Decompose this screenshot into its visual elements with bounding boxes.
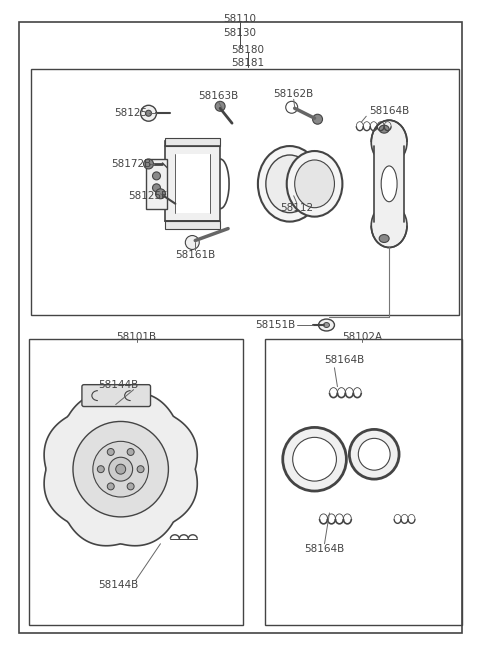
FancyBboxPatch shape bbox=[82, 384, 151, 407]
Bar bbox=[166, 138, 220, 146]
Text: 58180: 58180 bbox=[231, 45, 264, 54]
Bar bbox=[31, 69, 459, 315]
Text: 58112: 58112 bbox=[280, 202, 313, 213]
Text: 58144B: 58144B bbox=[98, 580, 138, 591]
Ellipse shape bbox=[185, 236, 199, 250]
Ellipse shape bbox=[215, 102, 225, 111]
Ellipse shape bbox=[156, 189, 166, 198]
Ellipse shape bbox=[295, 160, 335, 208]
Bar bbox=[374, 142, 404, 221]
Ellipse shape bbox=[287, 151, 342, 217]
Ellipse shape bbox=[145, 110, 152, 116]
Text: 58164B: 58164B bbox=[304, 544, 345, 553]
Ellipse shape bbox=[379, 125, 389, 133]
Text: 58164B: 58164B bbox=[369, 106, 409, 116]
Ellipse shape bbox=[153, 184, 160, 192]
Text: 58125F: 58125F bbox=[129, 191, 168, 201]
Text: 58162B: 58162B bbox=[274, 89, 314, 100]
Polygon shape bbox=[44, 392, 197, 546]
Text: 58101B: 58101B bbox=[117, 332, 156, 342]
Text: 58125: 58125 bbox=[114, 108, 147, 119]
Bar bbox=[265, 339, 462, 626]
Bar bbox=[175, 154, 210, 213]
Text: 58163B: 58163B bbox=[198, 91, 238, 102]
Ellipse shape bbox=[141, 105, 156, 121]
Text: 58110: 58110 bbox=[224, 14, 256, 24]
Ellipse shape bbox=[107, 483, 114, 490]
Bar bbox=[29, 339, 243, 626]
Ellipse shape bbox=[137, 466, 144, 473]
Text: 58151B: 58151B bbox=[255, 320, 295, 330]
Ellipse shape bbox=[153, 172, 160, 180]
Ellipse shape bbox=[371, 204, 407, 248]
Text: 58164B: 58164B bbox=[324, 355, 364, 365]
Text: 58102A: 58102A bbox=[342, 332, 383, 342]
Ellipse shape bbox=[349, 430, 399, 479]
Ellipse shape bbox=[116, 464, 126, 474]
Ellipse shape bbox=[371, 121, 407, 164]
Ellipse shape bbox=[97, 466, 104, 473]
Ellipse shape bbox=[379, 234, 389, 242]
Ellipse shape bbox=[93, 441, 148, 497]
Bar bbox=[166, 221, 220, 229]
Text: 58161B: 58161B bbox=[175, 250, 216, 261]
Bar bbox=[166, 141, 220, 221]
Ellipse shape bbox=[266, 155, 313, 213]
Ellipse shape bbox=[381, 166, 397, 202]
Ellipse shape bbox=[293, 438, 336, 481]
Text: 58181: 58181 bbox=[231, 58, 264, 67]
Ellipse shape bbox=[324, 322, 329, 328]
Ellipse shape bbox=[283, 428, 347, 491]
Ellipse shape bbox=[286, 102, 298, 113]
Ellipse shape bbox=[358, 438, 390, 470]
Ellipse shape bbox=[73, 421, 168, 517]
Ellipse shape bbox=[127, 449, 134, 455]
Ellipse shape bbox=[312, 114, 323, 124]
Bar bbox=[145, 159, 168, 209]
Text: 58172B: 58172B bbox=[111, 159, 151, 169]
Ellipse shape bbox=[258, 146, 322, 221]
Ellipse shape bbox=[109, 457, 132, 481]
Text: 58144B: 58144B bbox=[98, 380, 138, 390]
Text: 58130: 58130 bbox=[224, 28, 256, 38]
Ellipse shape bbox=[107, 449, 114, 455]
Ellipse shape bbox=[144, 159, 154, 169]
Ellipse shape bbox=[319, 319, 335, 331]
Ellipse shape bbox=[127, 483, 134, 490]
